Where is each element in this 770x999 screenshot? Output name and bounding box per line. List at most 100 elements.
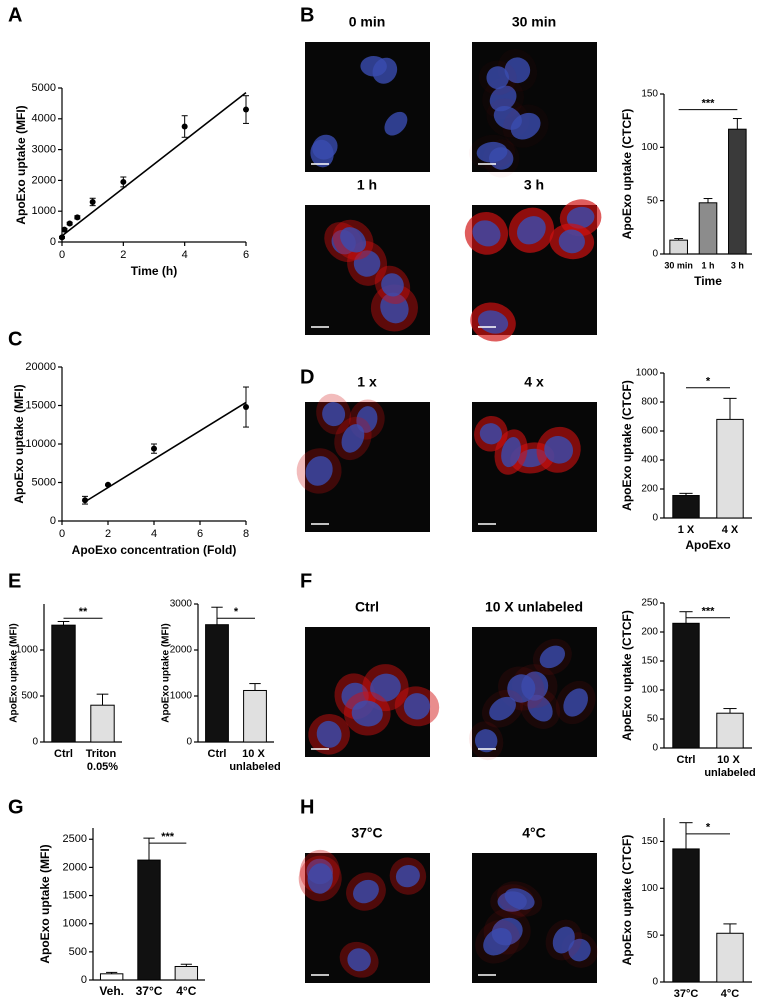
y-tick-label: 3000 — [32, 144, 56, 156]
bar — [716, 418, 744, 519]
y-tick-label: 400 — [641, 455, 658, 466]
x-tick-label: 2 — [105, 528, 111, 540]
y-tick-label: 1000 — [32, 205, 56, 217]
panel-label: H — [300, 796, 314, 818]
cell-nucleus — [504, 57, 531, 84]
y-tick-label: 0 — [186, 737, 192, 748]
data-point — [243, 106, 249, 113]
error-bar — [679, 822, 693, 849]
y-tick-label: 0 — [652, 977, 658, 988]
y-tick-label: 250 — [641, 598, 658, 609]
significance-label: *** — [161, 831, 175, 843]
error-bar — [180, 963, 192, 967]
x-tick-label: Ctrl — [208, 748, 227, 760]
y-tick-label: 0 — [652, 249, 658, 260]
panel-label: G — [8, 796, 24, 818]
error-bar — [674, 238, 684, 241]
data-point — [105, 481, 111, 488]
y-tick-label: 200 — [641, 627, 658, 638]
x-tick-label: 4 — [182, 249, 188, 261]
cell-nucleus — [544, 435, 574, 464]
image-title: 10 X unlabeled — [485, 599, 583, 615]
y-axis-label: ApoExo uptake (MFI) — [9, 623, 20, 722]
cell-nucleus — [395, 864, 420, 888]
panel-label: F — [300, 570, 312, 592]
cell-nucleus — [340, 227, 367, 253]
bar — [698, 202, 718, 255]
image-title: Ctrl — [355, 599, 379, 615]
error-bar — [703, 198, 713, 203]
cell-nucleus — [477, 310, 509, 334]
y-tick-label: 150 — [641, 89, 658, 100]
significance-label: *** — [702, 98, 716, 110]
y-axis-label: ApoExo uptake (CTCF) — [620, 835, 634, 966]
y-tick-label: 500 — [21, 691, 38, 702]
cell-nucleus — [472, 220, 501, 247]
cell-nucleus — [353, 879, 379, 904]
y-tick-label: 800 — [641, 397, 658, 408]
panel-label: E — [8, 570, 21, 592]
significance-label: * — [234, 606, 239, 618]
y-tick-label: 0 — [32, 737, 38, 748]
cell-nucleus — [507, 674, 536, 703]
error-bar — [723, 708, 737, 714]
cell-nucleus — [552, 926, 575, 954]
cell-nucleus — [370, 673, 401, 702]
cell-nucleus — [341, 424, 365, 453]
y-axis-label: ApoExo uptake (MFI) — [161, 623, 172, 722]
bar — [90, 704, 115, 743]
x-tick-label: 1 X — [678, 524, 695, 536]
cell-nucleus — [504, 888, 535, 910]
data-point — [66, 220, 73, 227]
cell-nucleus — [351, 700, 383, 727]
x-tick-label: 0 — [59, 249, 65, 261]
fit-line — [84, 401, 247, 503]
x-tick-label: Ctrl — [677, 754, 696, 766]
y-tick-label: 600 — [641, 426, 658, 437]
y-tick-label: 2000 — [32, 174, 56, 186]
significance-label: ** — [79, 606, 88, 618]
y-axis-label: ApoExo uptake (CTCF) — [620, 380, 634, 511]
data-point — [59, 234, 65, 241]
data-point — [120, 178, 127, 185]
image-title: 1 x — [357, 374, 377, 390]
cell-nucleus — [307, 863, 333, 894]
error-bar — [723, 923, 737, 934]
cell-nucleus — [310, 139, 334, 168]
image-title: 1 h — [357, 177, 377, 193]
y-tick-label: 3000 — [170, 599, 193, 610]
x-tick-label: 6 — [243, 249, 249, 261]
image-title: 30 min — [512, 14, 556, 30]
error-bar — [211, 606, 223, 625]
y-tick-label: 5000 — [32, 82, 56, 94]
y-tick-label: 100 — [641, 685, 658, 696]
y-tick-label: 2000 — [63, 861, 87, 873]
error-bar — [249, 683, 261, 691]
y-tick-label: 100 — [641, 142, 658, 153]
error-bar — [106, 971, 118, 974]
bar — [51, 624, 76, 743]
significance-label: *** — [702, 606, 716, 618]
y-axis-label: ApoExo uptake (CTCF) — [620, 109, 634, 240]
x-tick-label: 10 X unlabeled — [704, 754, 755, 779]
panel-label: A — [8, 4, 22, 26]
bar — [243, 689, 267, 743]
y-tick-label: 5000 — [32, 476, 56, 488]
data-point — [181, 123, 188, 130]
x-tick-label: 6 — [197, 528, 203, 540]
x-tick-label: 4°C — [176, 984, 196, 998]
micrograph — [472, 853, 597, 983]
significance-label: * — [706, 822, 711, 834]
data-point — [243, 404, 249, 411]
y-tick-label: 50 — [647, 195, 659, 206]
error-bar — [732, 118, 742, 130]
image-title: 3 h — [524, 177, 544, 193]
data-point — [74, 214, 81, 221]
cell-nucleus — [516, 216, 546, 245]
bar — [716, 712, 744, 749]
cell-nucleus — [563, 688, 588, 717]
cell-nucleus — [483, 928, 512, 956]
cell-nucleus — [322, 402, 346, 427]
